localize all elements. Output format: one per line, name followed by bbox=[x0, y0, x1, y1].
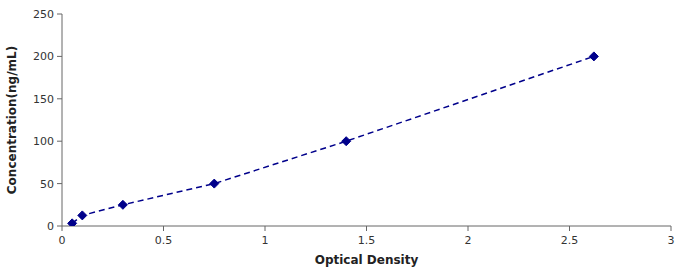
x-tick bbox=[265, 226, 266, 231]
marker bbox=[68, 219, 77, 226]
x-axis-title: Optical Density bbox=[315, 253, 419, 267]
x-tick bbox=[62, 226, 63, 231]
marker bbox=[589, 52, 598, 61]
line bbox=[72, 56, 594, 223]
y-tick-label: 150 bbox=[33, 93, 54, 106]
x-tick bbox=[569, 226, 570, 231]
axes: 0 0.5 1 1.5 2 2.5 3 0 50 100 150 200 250 bbox=[33, 8, 675, 247]
marker bbox=[118, 200, 127, 209]
marker bbox=[78, 211, 87, 220]
y-axis-title: Concentration(ng/mL) bbox=[5, 46, 19, 194]
y-tick bbox=[57, 183, 62, 184]
x-tick bbox=[468, 226, 469, 231]
x-tick-label: 3 bbox=[668, 234, 675, 247]
x-tick-label: 1.5 bbox=[358, 234, 376, 247]
x-tick-label: 0.5 bbox=[155, 234, 173, 247]
y-tick bbox=[57, 141, 62, 142]
y-tick bbox=[57, 14, 62, 15]
x-tick bbox=[163, 226, 164, 231]
marker bbox=[210, 179, 219, 188]
y-tick-label: 0 bbox=[47, 220, 54, 233]
y-tick-label: 50 bbox=[40, 178, 54, 191]
y-tick bbox=[57, 226, 62, 227]
y-tick-label: 200 bbox=[33, 50, 54, 63]
marker bbox=[342, 137, 351, 146]
chart-container: 0 0.5 1 1.5 2 2.5 3 0 50 100 150 200 250 Optical Dens… bbox=[0, 0, 689, 272]
plot-area bbox=[68, 52, 599, 226]
x-tick bbox=[366, 226, 367, 231]
x-tick-label: 2.5 bbox=[561, 234, 579, 247]
y-tick bbox=[57, 98, 62, 99]
x-tick-label: 2 bbox=[465, 234, 472, 247]
chart: 0 0.5 1 1.5 2 2.5 3 0 50 100 150 200 250 Optical Dens… bbox=[0, 0, 689, 272]
x-tick-label: 0 bbox=[59, 234, 66, 247]
y-tick-label: 100 bbox=[33, 135, 54, 148]
x-tick-label: 1 bbox=[262, 234, 269, 247]
x-tick bbox=[671, 226, 672, 231]
y-tick bbox=[57, 56, 62, 57]
y-tick-label: 250 bbox=[33, 8, 54, 21]
y-axis-line bbox=[62, 14, 63, 226]
